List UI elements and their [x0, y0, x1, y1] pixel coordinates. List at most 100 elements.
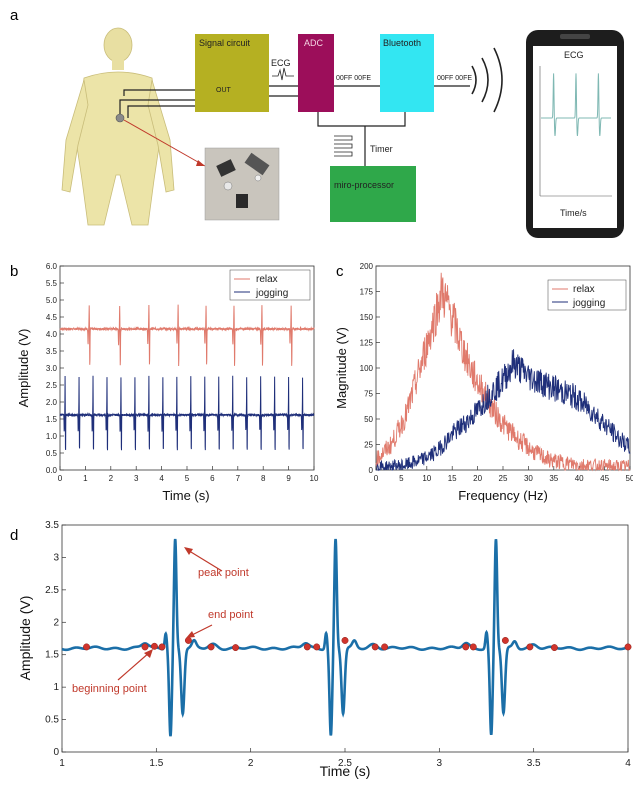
chart-c-xtick-label: 0 [374, 474, 379, 483]
signal-circuit-label: Signal circuit [199, 38, 251, 48]
chart-c-xlabel: Frequency (Hz) [458, 488, 548, 503]
chart-d-xtick-label: 4 [625, 758, 631, 769]
system-diagram: Signal circuit OUT ECG ADC 00FF 00FE Blu… [61, 27, 624, 238]
chart-b-ytick-label: 0.5 [46, 449, 58, 458]
chart-b-amplitude-vs-time: 0.00.51.01.52.02.53.03.54.04.55.05.56.0 … [16, 262, 319, 503]
chart-c-series-relax [375, 272, 631, 472]
chart-d-ytick-label: 2 [53, 617, 59, 628]
chart-d-ytick-label: 3 [53, 552, 59, 563]
chart-b-series-relax [59, 304, 315, 366]
chart-c-legend-jogging: jogging [572, 298, 605, 309]
chart-b-ytick-label: 5.0 [46, 296, 58, 305]
chart-d-feature-point [184, 637, 192, 644]
chart-b-xtick-label: 3 [134, 474, 139, 483]
chart-c-legend: relax jogging [547, 279, 627, 311]
chart-c-xtick-label: 45 [600, 474, 609, 483]
chart-b-ytick-label: 3.5 [46, 347, 58, 356]
chart-d-ytick-label: 1 [53, 682, 59, 693]
adc-box [298, 34, 334, 112]
chart-d-feature-point [381, 643, 389, 651]
bluetooth-hex-label: 00FF 00FE [437, 75, 472, 82]
chart-d-feature-point [232, 644, 240, 652]
chart-b-ytick-label: 4.5 [46, 313, 58, 322]
chart-b-ytick-label: 5.5 [46, 279, 58, 288]
chart-b-xlabel: Time (s) [162, 488, 209, 503]
phone-screen-xlabel: Time/s [560, 208, 587, 218]
wireless-signal-icon [471, 47, 503, 113]
chart-b-ytick-label: 0.0 [46, 466, 58, 475]
chart-b-xtick-label: 6 [210, 474, 215, 483]
chart-d-xtick-label: 3 [437, 758, 443, 769]
chart-b-xtick-label: 0 [58, 474, 63, 483]
chart-b-xtick-label: 5 [185, 474, 190, 483]
chart-c-ytick-label: 0 [369, 466, 374, 475]
chart-c-xtick-label: 25 [499, 474, 508, 483]
chart-d-annotation-end: end point [186, 609, 253, 638]
chart-d-feature-point [207, 643, 215, 651]
sensor-photo [204, 147, 280, 221]
chart-c-ytick-label: 75 [364, 390, 373, 399]
chart-c-xtick-label: 5 [399, 474, 404, 483]
bluetooth-box [380, 34, 434, 112]
adc-hex-label: 00FF 00FE [336, 75, 371, 82]
chart-d-xtick-label: 2 [248, 758, 254, 769]
chart-d-xlabel: Time (s) [320, 763, 371, 779]
chart-d-feature-point [462, 643, 470, 651]
chart-b-ytick-label: 4.0 [46, 330, 58, 339]
adc-label: ADC [304, 38, 324, 48]
chart-d-feature-point [151, 642, 158, 650]
chart-c-xtick-label: 50 [626, 474, 633, 483]
chart-d-feature-point [371, 643, 379, 651]
smartphone-illustration: ECG Time/s [526, 30, 624, 238]
chart-b-xtick-label: 2 [109, 474, 114, 483]
chart-c-xtick-label: 40 [575, 474, 584, 483]
chart-b-legend: relax jogging [229, 269, 311, 301]
chart-b-series-jogging [59, 375, 315, 451]
chart-d-ylabel: Amplitude (V) [17, 596, 33, 681]
chart-d-xtick-label: 2.5 [338, 758, 352, 769]
bluetooth-label: Bluetooth [383, 38, 421, 48]
chart-d-xtick-label: 1 [59, 758, 65, 769]
chart-c-ytick-label: 175 [360, 288, 374, 297]
chart-b-xtick-label: 7 [236, 474, 241, 483]
chart-c-magnitude-vs-frequency: 0 25 50 75 100 125 150 175 200 0 5 10 15 20 25 30 35 40 4… [334, 262, 633, 503]
chart-b-xtick-label: 4 [159, 474, 164, 483]
chart-d-feature-point [526, 643, 534, 651]
chart-d-ecg-feature-points: 0 0.5 1 1.5 2 2.5 3 3.5 1 1.5 2 2.5 3 3.5 4 peak poin… [17, 520, 632, 779]
panel-label-b: b [10, 263, 18, 280]
chart-b-legend-relax: relax [256, 274, 278, 285]
chart-b-ytick-label: 1.0 [46, 432, 58, 441]
chart-d-xtick-label: 1.5 [149, 758, 163, 769]
chart-d-feature-point [341, 637, 349, 644]
microprocessor-label: miro-processor [334, 180, 394, 190]
chart-d-feature-point [141, 643, 149, 651]
chart-b-xtick-label: 8 [261, 474, 266, 483]
chart-b-ytick-label: 2.5 [46, 381, 58, 390]
chart-c-series-jogging [376, 349, 631, 472]
chart-d-annotation-beginning: beginning point [72, 649, 153, 695]
chart-d-ytick-label: 0.5 [45, 715, 59, 726]
chart-b-ytick-label: 1.5 [46, 415, 58, 424]
panel-label-d: d [10, 527, 18, 544]
ecg-wave-label: ECG [271, 58, 291, 68]
chart-d-beginning-label: beginning point [72, 683, 147, 695]
chart-d-xtick-label: 3.5 [527, 758, 541, 769]
chart-c-ytick-label: 125 [360, 339, 374, 348]
chart-c-ytick-label: 100 [360, 364, 374, 373]
chart-d-feature-point [501, 637, 509, 644]
chart-c-xtick-label: 10 [422, 474, 431, 483]
microprocessor-box [330, 166, 416, 222]
signal-circuit-box [195, 34, 269, 112]
chart-b-ytick-label: 3.0 [46, 364, 58, 373]
chart-c-xtick-label: 30 [524, 474, 533, 483]
chart-d-feature-point [550, 644, 558, 652]
chart-c-xtick-label: 35 [549, 474, 558, 483]
chart-b-xtick-label: 1 [83, 474, 88, 483]
human-figure-illustration [61, 27, 175, 226]
chart-c-ytick-label: 150 [360, 313, 374, 322]
chart-c-xtick-label: 15 [448, 474, 457, 483]
chart-b-ylabel: Amplitude (V) [16, 329, 31, 408]
chart-d-ytick-label: 0 [53, 747, 59, 758]
chart-c-ytick-label: 200 [360, 262, 374, 271]
